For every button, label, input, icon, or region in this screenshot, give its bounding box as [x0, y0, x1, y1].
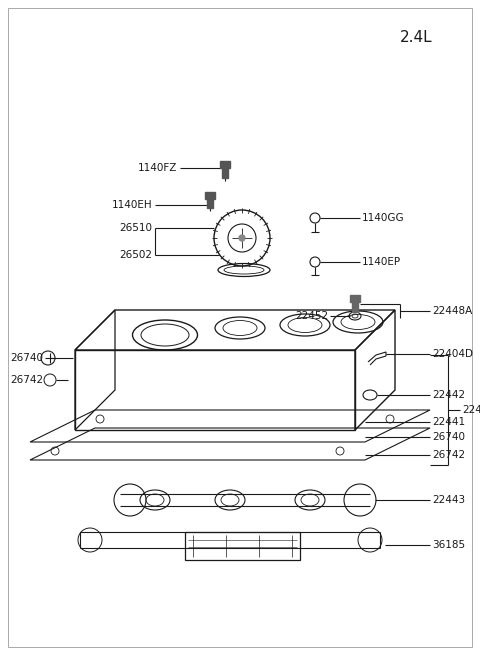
Text: 22410A: 22410A	[462, 405, 480, 415]
Text: 26510: 26510	[119, 223, 152, 233]
Bar	[222, 167, 228, 178]
Bar	[207, 198, 213, 208]
Circle shape	[239, 235, 245, 241]
Text: 2.4L: 2.4L	[400, 31, 432, 45]
Bar	[205, 192, 215, 199]
Bar	[220, 161, 230, 168]
Text: 26742: 26742	[10, 375, 43, 385]
Bar	[352, 302, 358, 312]
Text: 36185: 36185	[432, 540, 465, 550]
Text: 22443: 22443	[432, 495, 465, 505]
Text: 26502: 26502	[119, 250, 152, 260]
Text: 26740: 26740	[432, 432, 465, 442]
Text: 26740: 26740	[10, 353, 43, 363]
Text: 22442: 22442	[432, 390, 465, 400]
Text: 22452: 22452	[295, 311, 328, 321]
Text: 22404D: 22404D	[432, 349, 473, 359]
Text: 26742: 26742	[432, 450, 465, 460]
Text: 1140EH: 1140EH	[111, 200, 152, 210]
Text: 1140FZ: 1140FZ	[138, 163, 177, 173]
Text: 22448A: 22448A	[432, 306, 472, 316]
Bar	[350, 295, 360, 302]
Text: 22441: 22441	[432, 417, 465, 427]
Text: 1140GG: 1140GG	[362, 213, 405, 223]
Text: 1140EP: 1140EP	[362, 257, 401, 267]
Bar	[185, 532, 300, 560]
